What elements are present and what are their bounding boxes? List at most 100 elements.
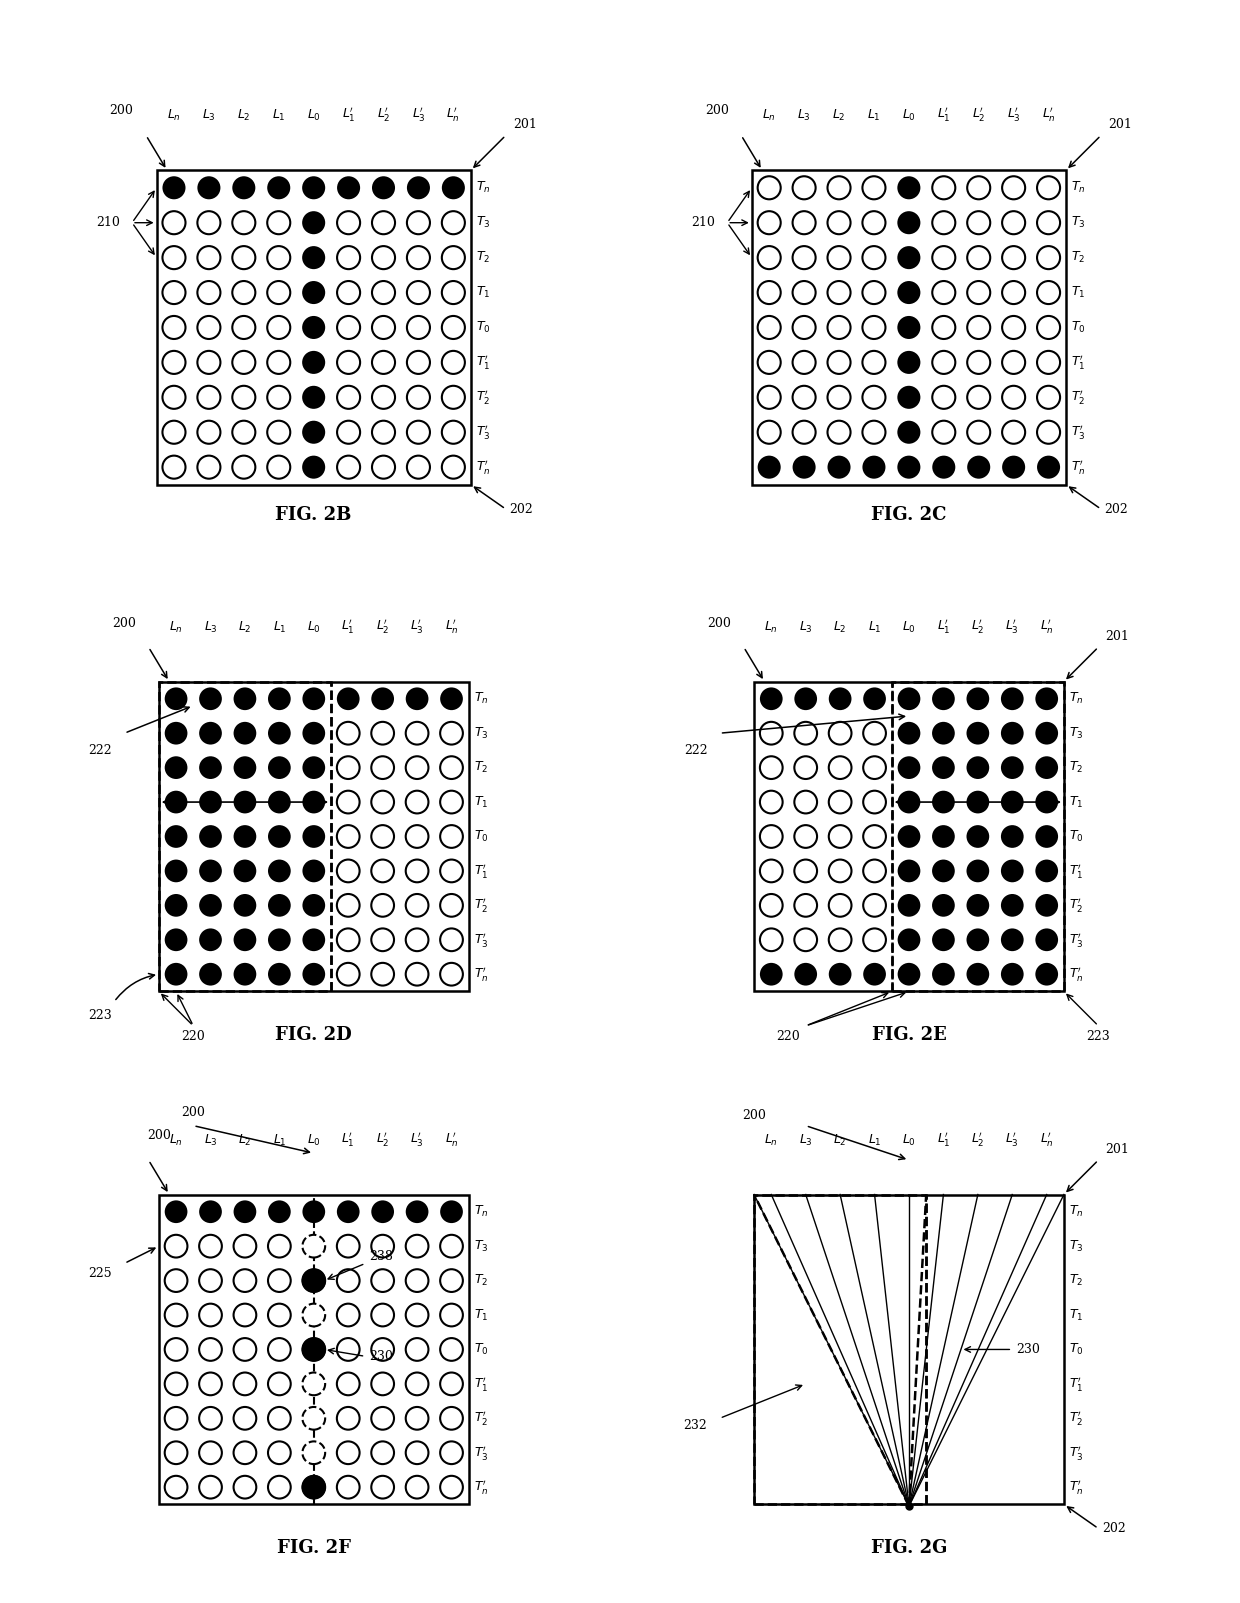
Bar bbox=[754, 1194, 1064, 1504]
Text: 223: 223 bbox=[1086, 1029, 1110, 1042]
Bar bbox=[159, 681, 469, 991]
Circle shape bbox=[372, 212, 396, 234]
Circle shape bbox=[372, 420, 396, 444]
Circle shape bbox=[440, 894, 463, 917]
Circle shape bbox=[1001, 894, 1024, 917]
Circle shape bbox=[827, 386, 851, 409]
Text: 223: 223 bbox=[88, 1008, 112, 1023]
Circle shape bbox=[268, 247, 290, 269]
Circle shape bbox=[795, 721, 817, 744]
Circle shape bbox=[1002, 281, 1025, 305]
Text: $L_3$: $L_3$ bbox=[797, 107, 811, 123]
Circle shape bbox=[268, 757, 290, 779]
Text: FIG. 2B: FIG. 2B bbox=[275, 505, 352, 524]
Circle shape bbox=[165, 928, 187, 951]
Text: $L_n$: $L_n$ bbox=[763, 107, 776, 123]
Circle shape bbox=[371, 1270, 394, 1292]
Circle shape bbox=[165, 790, 187, 813]
Text: $L_3$: $L_3$ bbox=[202, 107, 216, 123]
Circle shape bbox=[303, 1441, 325, 1464]
Circle shape bbox=[1002, 176, 1025, 199]
Circle shape bbox=[1002, 247, 1025, 269]
Text: 210: 210 bbox=[95, 216, 119, 229]
Circle shape bbox=[1035, 826, 1058, 848]
Bar bbox=[751, 170, 1066, 484]
Text: $L_n'$: $L_n'$ bbox=[1042, 106, 1055, 123]
Text: $T_n'$: $T_n'$ bbox=[1069, 965, 1084, 983]
Circle shape bbox=[898, 351, 920, 373]
Circle shape bbox=[1037, 351, 1060, 373]
Circle shape bbox=[268, 928, 290, 951]
Circle shape bbox=[441, 386, 465, 409]
Circle shape bbox=[440, 1476, 463, 1499]
Circle shape bbox=[407, 247, 430, 269]
Text: $L_3$: $L_3$ bbox=[799, 1133, 812, 1148]
Circle shape bbox=[200, 688, 222, 710]
Text: $L_1'$: $L_1'$ bbox=[936, 617, 950, 635]
Text: $T_1'$: $T_1'$ bbox=[474, 1375, 489, 1393]
Circle shape bbox=[162, 420, 186, 444]
Circle shape bbox=[405, 1372, 429, 1395]
Circle shape bbox=[441, 351, 465, 373]
Text: $L_n'$: $L_n'$ bbox=[1040, 1130, 1054, 1148]
Circle shape bbox=[1037, 420, 1060, 444]
Circle shape bbox=[1035, 859, 1058, 882]
Circle shape bbox=[233, 894, 257, 917]
Circle shape bbox=[405, 1234, 429, 1257]
Text: $T_n$: $T_n$ bbox=[1071, 180, 1086, 196]
Circle shape bbox=[1035, 757, 1058, 779]
Text: FIG. 2F: FIG. 2F bbox=[277, 1539, 351, 1557]
Circle shape bbox=[303, 1234, 325, 1257]
Circle shape bbox=[863, 826, 885, 848]
Circle shape bbox=[268, 351, 290, 373]
Text: 200: 200 bbox=[742, 1109, 766, 1122]
Circle shape bbox=[1037, 281, 1060, 305]
Circle shape bbox=[232, 247, 255, 269]
Text: $L_0$: $L_0$ bbox=[306, 1133, 321, 1148]
Circle shape bbox=[371, 963, 394, 986]
Circle shape bbox=[232, 455, 255, 479]
Circle shape bbox=[1037, 212, 1060, 234]
Circle shape bbox=[828, 894, 852, 917]
Circle shape bbox=[1002, 351, 1025, 373]
Circle shape bbox=[1001, 826, 1024, 848]
Circle shape bbox=[440, 1201, 463, 1223]
Circle shape bbox=[303, 351, 325, 373]
Text: 200: 200 bbox=[113, 617, 136, 630]
Circle shape bbox=[863, 176, 885, 199]
Circle shape bbox=[932, 688, 955, 710]
Text: 201: 201 bbox=[1107, 119, 1132, 131]
Circle shape bbox=[1035, 928, 1058, 951]
Circle shape bbox=[440, 688, 463, 710]
Circle shape bbox=[405, 757, 429, 779]
Text: $T_n'$: $T_n'$ bbox=[1071, 458, 1086, 476]
Text: 200: 200 bbox=[109, 104, 134, 117]
Circle shape bbox=[372, 316, 396, 338]
Circle shape bbox=[440, 1441, 463, 1464]
Circle shape bbox=[932, 894, 955, 917]
Circle shape bbox=[268, 963, 290, 986]
Circle shape bbox=[898, 386, 920, 409]
Circle shape bbox=[337, 176, 360, 199]
Circle shape bbox=[165, 1270, 187, 1292]
Circle shape bbox=[407, 212, 430, 234]
Text: $L_2$: $L_2$ bbox=[238, 620, 252, 635]
Bar bbox=[754, 1194, 926, 1504]
Text: $L_2'$: $L_2'$ bbox=[376, 617, 389, 635]
Circle shape bbox=[407, 176, 430, 199]
Circle shape bbox=[303, 1270, 325, 1292]
Circle shape bbox=[795, 688, 817, 710]
Circle shape bbox=[792, 316, 816, 338]
Circle shape bbox=[758, 176, 781, 199]
Text: $L_1$: $L_1$ bbox=[868, 620, 882, 635]
Circle shape bbox=[303, 1303, 325, 1326]
Circle shape bbox=[233, 1476, 257, 1499]
Text: $L_2'$: $L_2'$ bbox=[972, 106, 986, 123]
Circle shape bbox=[232, 386, 255, 409]
Circle shape bbox=[405, 1476, 429, 1499]
Circle shape bbox=[863, 247, 885, 269]
Circle shape bbox=[337, 757, 360, 779]
Circle shape bbox=[371, 757, 394, 779]
Circle shape bbox=[165, 826, 187, 848]
Circle shape bbox=[795, 826, 817, 848]
